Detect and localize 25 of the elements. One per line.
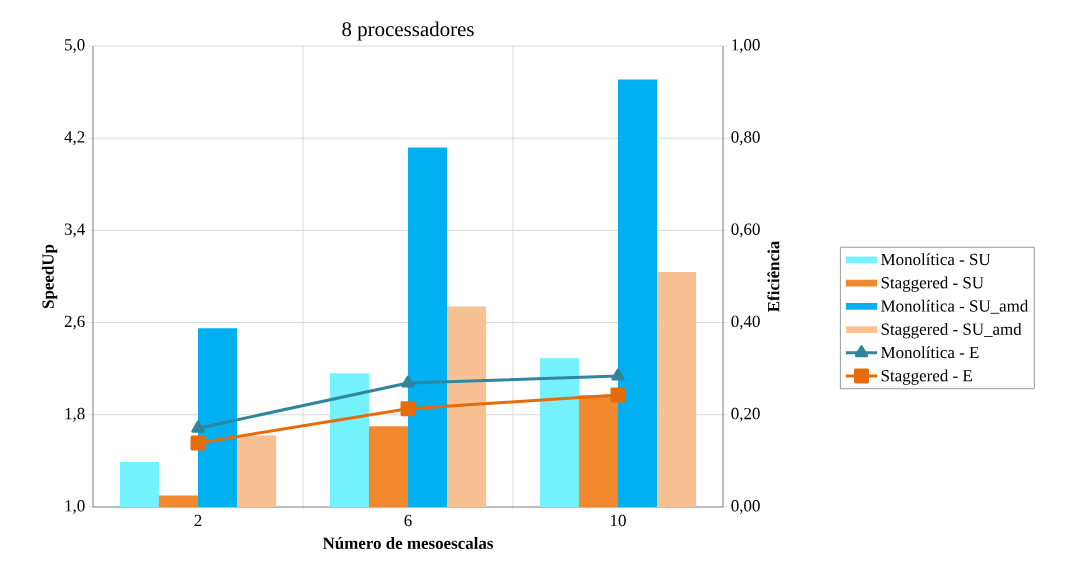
legend-label: Staggered - E	[881, 369, 972, 385]
y-tick-label: 1,8	[65, 407, 85, 422]
legend-label: Monolítica - SU	[881, 253, 991, 266]
x-tick-label: 2	[194, 514, 202, 526]
y2-tick-label: 0,00	[731, 500, 760, 514]
x-axis-title: Número de mesoescalas	[322, 537, 494, 550]
y-axis-title: SpeedUp	[41, 244, 58, 309]
y-tick-label: 5,0	[65, 39, 85, 53]
x-tick-label: 6	[404, 514, 412, 527]
y2-axis-title: Eficiência	[767, 240, 780, 312]
y-tick-label: 3,4	[64, 223, 85, 238]
y2-tick-label: 0,80	[731, 131, 760, 146]
y-tick-label: 2,6	[64, 315, 85, 330]
y2-tick-label: 0,40	[731, 315, 760, 330]
y2-tick-label: 0,60	[731, 223, 760, 238]
y2-tick-label: 0,20	[731, 407, 760, 422]
x-tick-label: 10	[611, 514, 626, 527]
y2-tick-label: 1,00	[732, 39, 760, 53]
legend-label: Monolítica - SU_amd	[881, 299, 1029, 314]
legend-label: Staggered - SU	[881, 276, 984, 292]
y-tick-label: 1,0	[65, 500, 85, 514]
legend-label: Monolítica - E	[881, 346, 979, 359]
y-tick-label: 4,2	[64, 131, 85, 146]
chart-title: 8 processadores	[342, 21, 474, 41]
legend-label: Staggered - SU_amd	[881, 322, 1022, 339]
